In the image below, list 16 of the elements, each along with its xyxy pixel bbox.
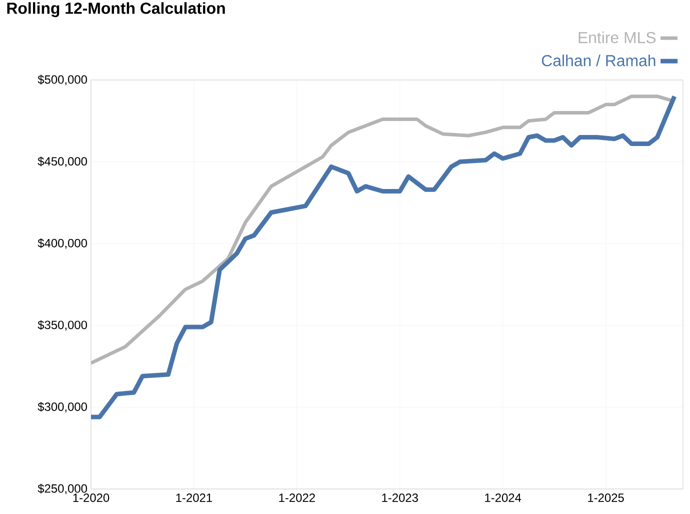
x-tick-label: 1-2025 [588,494,624,502]
y-tick-label: $350,000 [38,320,88,331]
legend-label: Entire MLS [578,32,656,44]
y-tick-label: $300,000 [38,402,88,412]
x-tick-label: 1-2024 [485,494,522,502]
y-tick-label: $400,000 [38,238,88,249]
chart-title: Rolling 12-Month Calculation [7,2,225,18]
y-tick-label: $450,000 [38,156,88,167]
line-series [91,94,677,420]
y-tick-label: $250,000 [38,484,88,494]
x-tick-label: 1-2020 [73,494,110,502]
legend-label: Calhan / Ramah [542,54,656,66]
x-tick-label: 1-2023 [382,494,418,502]
x-tick-label: 1-2021 [176,494,212,502]
y-tick-label: $500,000 [38,74,88,86]
x-tick-label: 1-2022 [279,494,315,502]
